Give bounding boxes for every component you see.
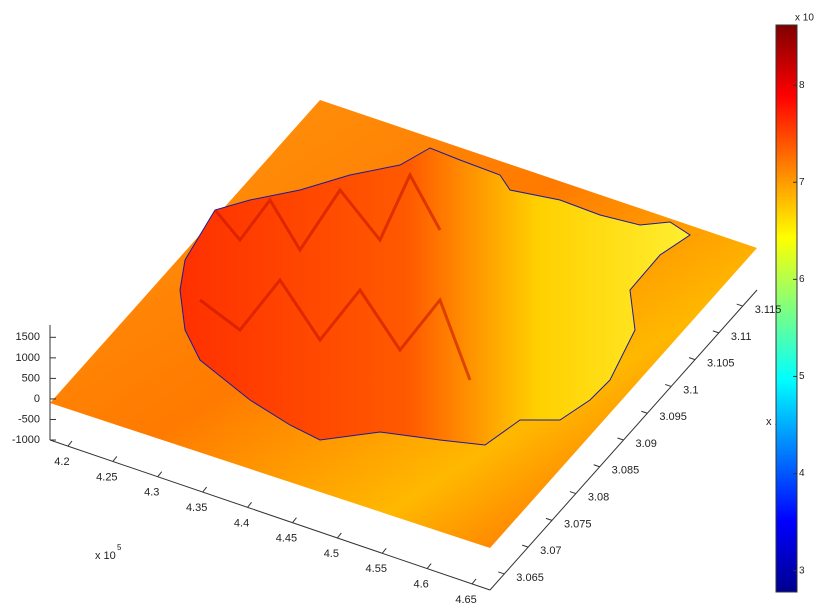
y-tick — [713, 331, 719, 333]
y-tick-label: 3.11 — [731, 331, 752, 343]
x-tick-label: 4.3 — [144, 487, 159, 499]
colorbar-tick-label: 6 — [799, 274, 805, 285]
x-tick — [337, 533, 341, 538]
colorbar-tick-label: 8 — [799, 80, 805, 91]
y-tick — [689, 358, 695, 360]
z-tick-label: 0 — [34, 393, 40, 405]
y-tick — [641, 411, 647, 413]
y-tick-label: 3.085 — [612, 465, 640, 477]
x-tick-label: 4.45 — [276, 533, 297, 545]
z-tick-label: -1000 — [12, 434, 40, 446]
colorbar-multiplier: x 10 — [795, 13, 814, 24]
x-tick-label: 4.2 — [54, 456, 69, 468]
z-tick-label: 500 — [22, 372, 40, 384]
x-multiplier: x 10 — [95, 550, 116, 562]
y-tick — [498, 572, 504, 574]
colorbar-tick-label: 5 — [799, 371, 805, 382]
x-tick — [292, 518, 296, 523]
y-tick — [546, 518, 552, 520]
chart: x 10 5 x 1 x 10 -1000-5000500100015004.2… — [0, 0, 816, 609]
x-tick — [248, 502, 252, 507]
y-tick-label: 3.115 — [755, 304, 782, 316]
x-tick-label: 4.55 — [366, 563, 387, 575]
x-tick-label: 4.25 — [96, 471, 117, 483]
x-tick — [113, 456, 117, 461]
y-tick-label: 3.08 — [588, 491, 609, 503]
x-tick — [158, 472, 162, 477]
y-tick-label: 3.09 — [636, 438, 657, 450]
y-tick-label: 3.095 — [659, 411, 687, 423]
x-tick-label: 4.5 — [324, 548, 339, 560]
y-tick-label: 3.07 — [540, 545, 561, 557]
y-tick — [737, 304, 743, 306]
y-tick-label: 3.075 — [564, 518, 592, 530]
y-tick — [665, 384, 671, 386]
x-tick-label: 4.4 — [234, 517, 249, 529]
z-tick-label: -500 — [18, 413, 40, 425]
z-tick-label: 1000 — [16, 352, 40, 364]
x-tick — [382, 548, 386, 553]
x-tick — [68, 441, 72, 446]
y-tick-label: 3.065 — [516, 572, 544, 584]
y-tick — [522, 545, 528, 547]
colorbar-tick-label: 4 — [799, 468, 805, 479]
y-tick-label: 3.105 — [707, 358, 735, 370]
x-tick-label: 4.35 — [186, 502, 207, 514]
y-tick — [618, 438, 624, 440]
x-tick-label: 4.65 — [455, 594, 476, 606]
x-tick — [203, 487, 207, 492]
y-tick — [570, 492, 576, 494]
colorbar-tick-label: 7 — [799, 177, 805, 188]
x-tick — [427, 564, 431, 569]
colorbar-tick-label: 3 — [799, 565, 805, 576]
x-tick-label: 4.6 — [413, 578, 428, 590]
z-tick-label: 1500 — [16, 331, 40, 343]
y-tick — [594, 465, 600, 467]
y-tick-label: 3.1 — [683, 384, 698, 396]
x-exponent: 5 — [117, 543, 122, 552]
x-tick — [472, 579, 476, 584]
